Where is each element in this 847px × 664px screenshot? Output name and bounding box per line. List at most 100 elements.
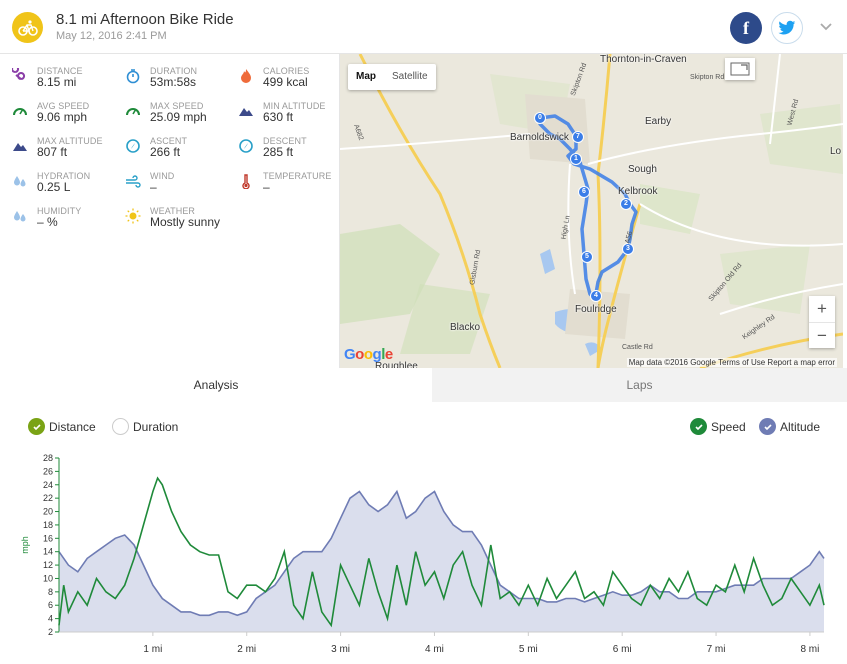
y-tick-label: 10	[43, 573, 53, 583]
y-tick-label: 20	[43, 507, 53, 517]
analysis-tabs: Analysis Laps	[0, 368, 847, 402]
x-tick-label: 6 mi	[613, 644, 632, 655]
map-place-label: Barnoldswick	[510, 132, 569, 143]
route-marker[interactable]: 6	[578, 186, 590, 198]
activity-date: May 12, 2016 2:41 PM	[56, 30, 167, 42]
stat-value: 8.15 mi	[37, 75, 77, 89]
map-type-satellite-button[interactable]: Satellite	[392, 71, 428, 82]
map-attribution[interactable]: Map data ©2016 Google Terms of Use Repor…	[626, 358, 837, 367]
x-tick-label: 3 mi	[331, 644, 350, 655]
map-road-label: Skipton Rd	[690, 74, 725, 81]
map-place-label: Blacko	[450, 322, 481, 333]
stat-label: ASCENT	[150, 136, 188, 146]
distance-toggle[interactable]: Distance	[28, 418, 96, 435]
stat-label: AVG SPEED	[37, 101, 90, 111]
x-tick-label: 4 mi	[425, 644, 444, 655]
speed-toggle-label: Speed	[711, 419, 746, 434]
stat-value: 499 kcal	[263, 75, 308, 89]
stat-label: DURATION	[150, 66, 198, 76]
route-marker[interactable]: 3	[622, 243, 634, 255]
route-marker[interactable]: 4	[590, 290, 602, 302]
speedometer-icon	[13, 108, 27, 116]
route-marker[interactable]: 7	[572, 131, 584, 143]
droplets-icon	[14, 211, 26, 222]
wind-icon	[126, 175, 141, 188]
stat-value: –	[263, 180, 270, 194]
y-tick-label: 6	[48, 600, 53, 610]
x-tick-label: 2 mi	[237, 644, 256, 655]
x-tick-label: 8 mi	[800, 644, 819, 655]
altitude-toggle[interactable]: Altitude	[759, 418, 820, 435]
stat-value: 266 ft	[150, 145, 181, 159]
y-tick-label: 18	[43, 520, 53, 530]
speed-line	[58, 476, 825, 628]
stat-value: 285 ft	[263, 145, 294, 159]
stat-label: MAX SPEED	[150, 101, 204, 111]
stat-label: MIN ALTITUDE	[263, 101, 326, 111]
stat-value: – %	[37, 215, 58, 229]
map-place-label: Kelbrook	[618, 186, 658, 197]
stat-value: Mostly sunny	[150, 215, 221, 229]
y-tick-label: 28	[43, 453, 53, 463]
stat-value: 53m:58s	[150, 75, 197, 89]
twitter-share-button[interactable]	[771, 12, 803, 44]
mountain-icon	[239, 108, 253, 116]
y-tick-label: 12	[43, 560, 53, 570]
stat-label: HYDRATION	[37, 171, 91, 181]
map-place-label: Roughlee	[375, 361, 418, 368]
checkmark-icon	[28, 418, 45, 435]
map-place-label: Earby	[645, 116, 672, 127]
distance-toggle-label: Distance	[49, 419, 96, 434]
speed-toggle[interactable]: Speed	[690, 418, 746, 435]
stat-label: WIND	[150, 171, 175, 181]
stat-label: DESCENT	[263, 136, 307, 146]
radio-empty-icon	[112, 418, 129, 435]
stat-value: 0.25 L	[37, 180, 71, 194]
checkmark-icon	[759, 418, 776, 435]
y-tick-label: 24	[43, 480, 53, 490]
x-tick-label: 1 mi	[143, 644, 162, 655]
x-tick-label: 5 mi	[519, 644, 538, 655]
tab-analysis[interactable]: Analysis	[0, 368, 432, 402]
duration-toggle-label: Duration	[133, 419, 179, 434]
y-tick-label: 14	[43, 547, 53, 557]
zoom-control: + −	[809, 296, 835, 348]
fullscreen-button[interactable]	[725, 58, 755, 80]
route-map[interactable]: 0 1 2 3 4 5 6 7 Thornton-in-Craven Barnoldswick E…	[340, 54, 843, 368]
map-type-map-button[interactable]: Map	[356, 71, 376, 82]
stat-value: 25.09 mph	[150, 110, 207, 124]
distance-icon	[12, 68, 26, 80]
facebook-icon: f	[743, 17, 749, 38]
route-marker[interactable]: 1	[570, 153, 582, 165]
mountain-icon	[13, 143, 27, 151]
y-tick-label: 26	[43, 466, 53, 476]
stat-value: 9.06 mph	[37, 110, 88, 124]
compass-icon	[239, 139, 253, 153]
y-tick-label: 22	[43, 493, 53, 503]
x-tick-label: 7 mi	[707, 644, 726, 655]
activity-header: 8.1 mi Afternoon Bike Ride May 12, 2016 …	[0, 0, 847, 54]
stat-label: MAX ALTITUDE	[37, 136, 103, 146]
stat-label: TEMPERATURE	[263, 171, 332, 181]
flame-icon	[241, 69, 251, 83]
duration-toggle[interactable]: Duration	[112, 418, 178, 435]
route-marker[interactable]: 2	[620, 198, 632, 210]
thermometer-icon	[242, 174, 250, 189]
chevron-down-icon[interactable]	[818, 18, 834, 34]
speed-altitude-chart: 2 4 6 8 10 12 14 16 18 20 22 24 26 28 1 mi 2 mi 3 mi 4 mi…	[0, 448, 847, 664]
map-place-label: Thornton-in-Craven	[600, 54, 687, 65]
map-place-label: Lo	[830, 146, 842, 157]
sun-icon	[125, 208, 141, 224]
route-marker[interactable]: 5	[581, 251, 593, 263]
zoom-out-button[interactable]: −	[809, 322, 835, 348]
facebook-share-button[interactable]: f	[730, 12, 762, 44]
stat-value: –	[150, 180, 157, 194]
stat-label: WEATHER	[150, 206, 196, 216]
zoom-in-button[interactable]: +	[817, 299, 827, 318]
droplets-icon	[14, 176, 26, 187]
tab-laps[interactable]: Laps	[432, 368, 847, 402]
stats-panel: DISTANCE 8.15 mi DURATION 53m:58s CALORIES 49…	[0, 54, 340, 368]
altitude-area	[59, 491, 824, 632]
map-place-label: Sough	[628, 164, 657, 175]
route-marker[interactable]: 0	[534, 112, 546, 124]
